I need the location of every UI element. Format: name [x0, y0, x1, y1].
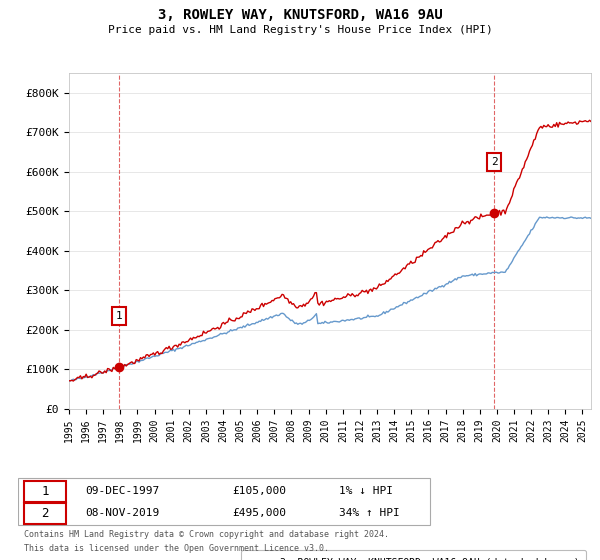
- Text: 2: 2: [491, 157, 497, 167]
- FancyBboxPatch shape: [18, 478, 430, 525]
- Text: Price paid vs. HM Land Registry's House Price Index (HPI): Price paid vs. HM Land Registry's House …: [107, 25, 493, 35]
- Text: Contains HM Land Registry data © Crown copyright and database right 2024.: Contains HM Land Registry data © Crown c…: [23, 530, 389, 539]
- Text: This data is licensed under the Open Government Licence v3.0.: This data is licensed under the Open Gov…: [23, 544, 329, 553]
- FancyBboxPatch shape: [23, 480, 66, 502]
- Text: 1% ↓ HPI: 1% ↓ HPI: [340, 486, 394, 496]
- Text: 3, ROWLEY WAY, KNUTSFORD, WA16 9AU: 3, ROWLEY WAY, KNUTSFORD, WA16 9AU: [158, 8, 442, 22]
- Text: £495,000: £495,000: [232, 508, 286, 518]
- Legend: 3, ROWLEY WAY, KNUTSFORD, WA16 9AU (detached house), HPI: Average price, detache: 3, ROWLEY WAY, KNUTSFORD, WA16 9AU (deta…: [241, 550, 586, 560]
- Text: 09-DEC-1997: 09-DEC-1997: [86, 486, 160, 496]
- Text: 2: 2: [41, 507, 49, 520]
- Text: £105,000: £105,000: [232, 486, 286, 496]
- Text: 08-NOV-2019: 08-NOV-2019: [86, 508, 160, 518]
- Text: 1: 1: [41, 485, 49, 498]
- Text: 1: 1: [116, 311, 122, 321]
- Text: 34% ↑ HPI: 34% ↑ HPI: [340, 508, 400, 518]
- FancyBboxPatch shape: [23, 503, 66, 524]
